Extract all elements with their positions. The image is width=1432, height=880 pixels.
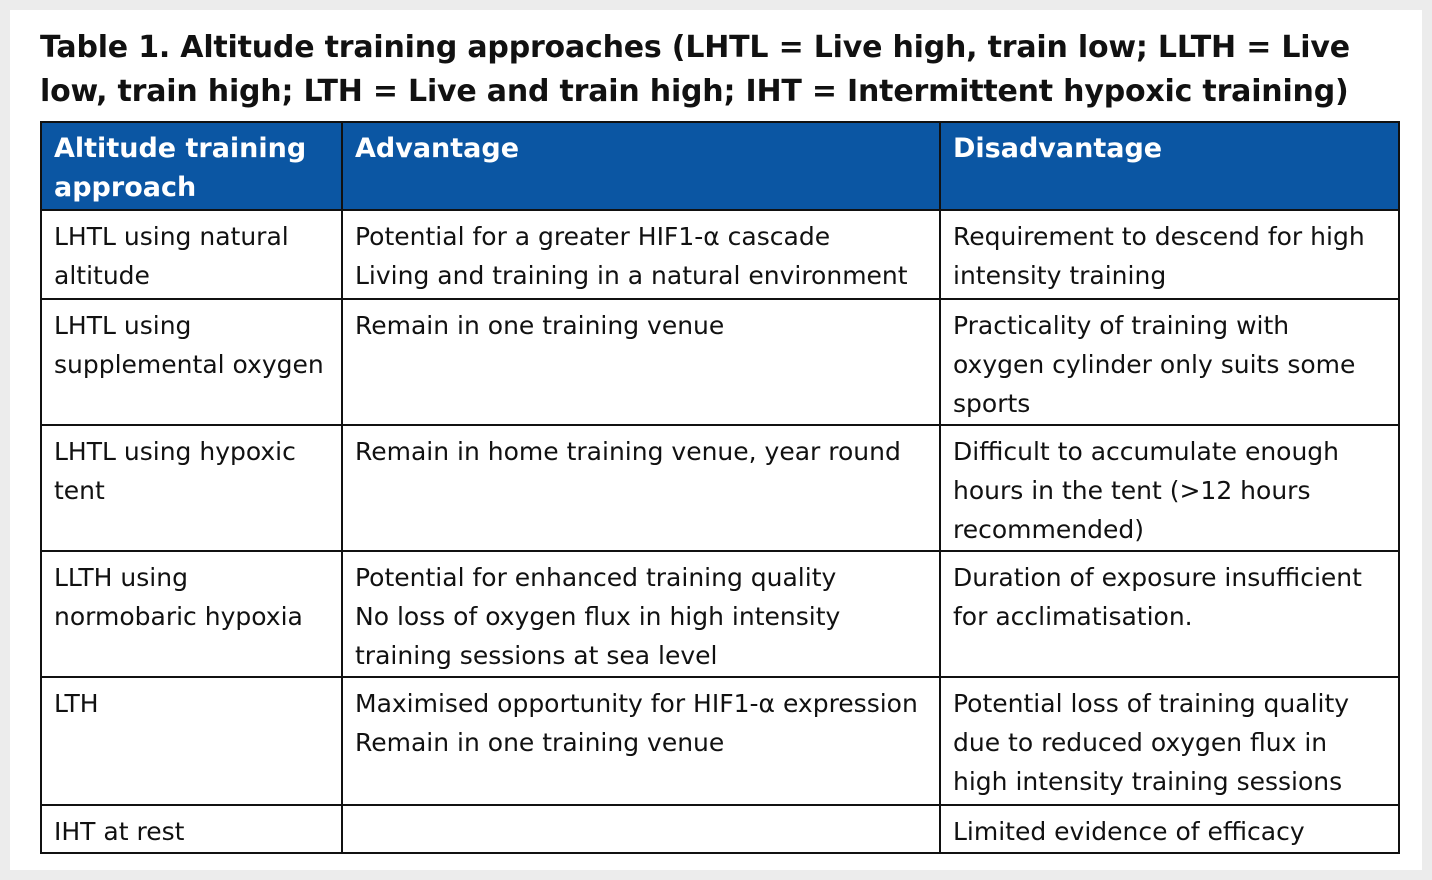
disadvantage-item: Requirement to descend for high intensit… (953, 222, 1365, 290)
header-cell: Disadvantage (939, 121, 1400, 211)
disadvantage-cell: Difficult to accumulate enough hours in … (939, 424, 1400, 552)
disadvantage-cell: Requirement to descend for high intensit… (939, 209, 1400, 300)
table-row: LHTL using natural altitude Potential for… (40, 209, 1400, 300)
approach-cell: LHTL using hypoxic tent (40, 424, 343, 552)
approach-cell: LLTH using normobaric hypoxia (40, 550, 343, 678)
header-cell: Altitude training approach (40, 121, 343, 211)
disadvantage-item: Practicality of training with oxygen cyl… (953, 311, 1356, 418)
table-header: Altitude training approach Advantage Disad… (40, 121, 1400, 211)
advantage-item: Potential for a greater HIF1-α cascade (355, 222, 831, 251)
disadvantage-item: Duration of exposure insufficient for ac… (953, 563, 1362, 631)
disadvantage-cell: Limited evidence of efficacy (939, 804, 1400, 854)
advantage-item: Potential for enhanced training quality (355, 563, 837, 592)
disadvantage-cell: Potential loss of training quality due t… (939, 676, 1400, 806)
disadvantage-cell: Duration of exposure insufficient for ac… (939, 550, 1400, 678)
table-row: LHTL using supplemental oxygen Remain in … (40, 298, 1400, 426)
document: Table 1. Altitude training approaches (L… (10, 10, 1422, 870)
advantage-cell: Potential for a greater HIF1-α cascade Li… (341, 209, 941, 300)
advantage-cell: Maximised opportunity for HIF1-α express… (341, 676, 941, 806)
disadvantage-item: Limited evidence of efficacy (953, 817, 1305, 846)
table-row: IHT at rest Limited evidence of efficacy (40, 804, 1400, 854)
advantage-item: Remain in home training venue, year roun… (355, 437, 901, 466)
advantage-item: Maximised opportunity for HIF1-α express… (355, 689, 918, 718)
advantage-item: No loss of oxygen flux in high intensity… (355, 602, 841, 670)
advantage-item: Remain in one training venue (355, 311, 725, 340)
header-cell: Advantage (341, 121, 941, 211)
advantage-item: Living and training in a natural environ… (355, 261, 908, 290)
advantage-cell: Remain in home training venue, year roun… (341, 424, 941, 552)
approach-cell: LHTL using natural altitude (40, 209, 343, 300)
header-row: Altitude training approach Advantage Disad… (40, 121, 1400, 211)
table-row: LTH Maximised opportunity for HIF1-α expr… (40, 676, 1400, 806)
disadvantage-item: Potential loss of training quality due t… (953, 689, 1350, 796)
table: Altitude training approach Advantage Disad… (40, 121, 1400, 854)
table-title: Table 1. Altitude training approaches (L… (40, 30, 1350, 109)
table-body: LHTL using natural altitude Potential for… (40, 209, 1400, 854)
table-row: LLTH using normobaric hypoxia Potential f… (40, 550, 1400, 678)
table-row: LHTL using hypoxic tent Remain in home tr… (40, 424, 1400, 552)
disadvantage-item: Difficult to accumulate enough hours in … (953, 437, 1340, 544)
advantage-cell (341, 804, 941, 854)
advantage-cell: Potential for enhanced training quality N… (341, 550, 941, 678)
disadvantage-cell: Practicality of training with oxygen cyl… (939, 298, 1400, 426)
approach-cell: LTH (40, 676, 343, 806)
approach-cell: LHTL using supplemental oxygen (40, 298, 343, 426)
advantage-item: Remain in one training venue (355, 728, 725, 757)
approach-cell: IHT at rest (40, 804, 343, 854)
advantage-cell: Remain in one training venue (341, 298, 941, 426)
